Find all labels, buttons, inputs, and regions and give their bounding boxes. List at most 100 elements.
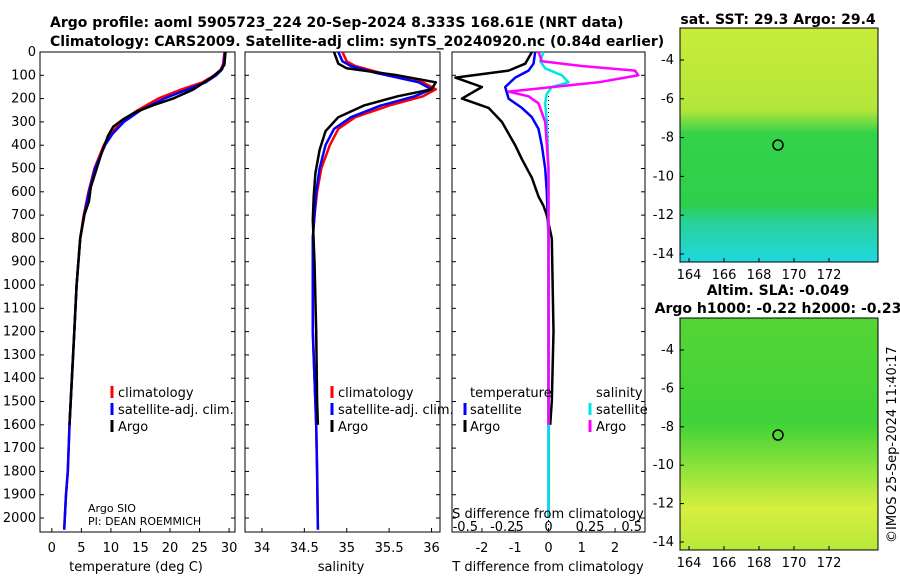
s-tick-label: 0 (544, 520, 552, 535)
s-tick-label: 0.25 (576, 520, 605, 535)
sst-map-title: sat. SST: 29.3 Argo: 29.4 (680, 12, 876, 28)
ytick-label: 1300 (3, 348, 36, 363)
credit-line-1: Argo SIO (88, 502, 136, 515)
s-tick-label: -0.5 (453, 520, 478, 535)
map-xtick-label: 166 (712, 268, 737, 283)
xtick-label: 2 (611, 541, 619, 556)
legend-temperature-title: temperature (470, 386, 552, 401)
temperature-plot: 0100200300400500600700800900100011001200… (3, 45, 237, 556)
ytick-label: 1600 (3, 418, 36, 433)
ytick-label: 200 (11, 92, 36, 107)
map-xtick-label: 170 (782, 556, 807, 571)
ytick-label: 1700 (3, 441, 36, 456)
xtick-label: 35 (338, 541, 355, 556)
xtick-label: 36 (423, 541, 440, 556)
xtick-label: 0 (48, 541, 56, 556)
map-ytick-label: -6 (661, 381, 674, 396)
series-line-temperature-argo (454, 51, 555, 425)
salinity-axes-frame (244, 51, 441, 533)
sst-map-xticks: 164 166 168 170 172 (677, 258, 841, 283)
ytick-label: 900 (11, 255, 36, 270)
map-xtick-label: 168 (747, 556, 772, 571)
map-xtick-label: 164 (677, 556, 702, 571)
credit-line-2: PI: DEAN ROEMMICH (88, 515, 201, 528)
ytick-label: 1900 (3, 488, 36, 503)
map-xtick-label: 166 (712, 556, 737, 571)
series-line-satellite-adj-clim- (311, 51, 433, 530)
map-ytick-label: -8 (661, 420, 674, 435)
float-position-marker (772, 139, 784, 151)
ytick-label: 1100 (3, 301, 36, 316)
salinity-panel: 34 34.5 35 35.5 36 salinity climatology sate… (244, 51, 454, 575)
salinity-plot: 34 34.5 35 35.5 36 (245, 51, 440, 556)
temperature-axes-frame (39, 51, 236, 533)
map-ytick-label: -4 (661, 343, 674, 358)
temperature-panel: 0100200300400500600700800900100011001200… (3, 45, 237, 575)
ytick-label: 2000 (3, 511, 36, 526)
legend-s-satellite: satellite (596, 403, 648, 418)
ytick-label: 100 (11, 68, 36, 83)
sst-map: sat. SST: 29.3 Argo: 29.4 -4 -6 -8 -10 -12 -1… (653, 12, 879, 283)
legend-s-argo: Argo (596, 420, 626, 435)
xtick-label: 10 (103, 541, 120, 556)
xtick-label: 35.5 (375, 541, 404, 556)
difference-plot: -2 -1 0 1 2 -0.5 -0.25 0 0.25 0.5 (452, 51, 645, 556)
ytick-label: 300 (11, 115, 36, 130)
xtick-label: 20 (162, 541, 179, 556)
sla-map-yticks: -4 -6 -8 -10 -12 -14 (653, 343, 684, 550)
series-line-argo (68, 51, 227, 425)
ytick-label: 1200 (3, 325, 36, 340)
xtick-label: 34.5 (290, 541, 319, 556)
float-position-marker (772, 429, 784, 441)
xtick-label: 0 (544, 541, 552, 556)
map-xtick-label: 168 (747, 268, 772, 283)
difference-panel: -2 -1 0 1 2 -0.5 -0.25 0 0.25 0.5 T difference fr… (451, 51, 648, 575)
salinity-legend: climatology satellite-adj. clim. Argo (330, 386, 454, 435)
legend-t-argo: Argo (470, 420, 500, 435)
legend-satellite: satellite-adj. clim. (338, 403, 454, 418)
sst-map-field (679, 27, 879, 263)
map-ytick-label: -10 (653, 458, 674, 473)
header-line-2: Climatology: CARS2009. Satellite-adj cli… (50, 34, 664, 50)
salinity-xlabel: salinity (318, 560, 365, 575)
temperature-legend: climatology satellite-adj. clim. Argo (110, 386, 234, 435)
map-ytick-label: -10 (653, 169, 674, 184)
sla-map-title-2: Argo h1000: -0.22 h2000: -0.23 (655, 301, 900, 317)
xtick-label: 30 (221, 541, 238, 556)
s-tick-label: 0.5 (621, 520, 642, 535)
legend-climatology: climatology (118, 386, 194, 401)
map-xtick-label: 170 (782, 268, 807, 283)
footer-timestamp: ©IMOS 25-Sep-2024 11:40:17 (885, 346, 900, 543)
sla-map-xticks: 164 166 168 170 172 (677, 546, 841, 571)
ytick-label: 800 (11, 231, 36, 246)
xtick-label: -2 (475, 541, 488, 556)
legend-climatology: climatology (338, 386, 414, 401)
ytick-label: 1000 (3, 278, 36, 293)
legend-satellite: satellite-adj. clim. (118, 403, 234, 418)
ytick-label: 500 (11, 162, 36, 177)
ytick-label: 700 (11, 208, 36, 223)
legend-argo: Argo (338, 420, 368, 435)
sla-map-title-1: Altim. SLA: -0.049 (707, 283, 850, 299)
ytick-label: 1500 (3, 395, 36, 410)
header-line-1: Argo profile: aoml 5905723_224 20-Sep-20… (50, 15, 624, 31)
series-line-salinity-argo (507, 51, 640, 425)
map-ytick-label: -14 (653, 247, 674, 262)
ytick-label: 600 (11, 185, 36, 200)
xtick-label: 34 (254, 541, 271, 556)
xtick-label: 15 (132, 541, 149, 556)
series-line-argo (311, 51, 438, 425)
s-difference-label: S difference from climatology (452, 507, 644, 522)
map-ytick-label: -12 (653, 208, 674, 223)
sst-map-yticks: -4 -6 -8 -10 -12 -14 (653, 53, 684, 262)
ytick-label: 0 (28, 45, 36, 60)
map-xtick-label: 164 (677, 268, 702, 283)
ytick-label: 400 (11, 138, 36, 153)
difference-legend: temperature satellite Argo salinity sate… (463, 386, 648, 435)
difference-xlabel: T difference from climatology (451, 560, 644, 575)
ytick-label: 1800 (3, 464, 36, 479)
xtick-label: 25 (191, 541, 208, 556)
temperature-xlabel: temperature (deg C) (69, 560, 203, 575)
legend-salinity-title: salinity (596, 386, 643, 401)
map-ytick-label: -6 (661, 92, 674, 107)
